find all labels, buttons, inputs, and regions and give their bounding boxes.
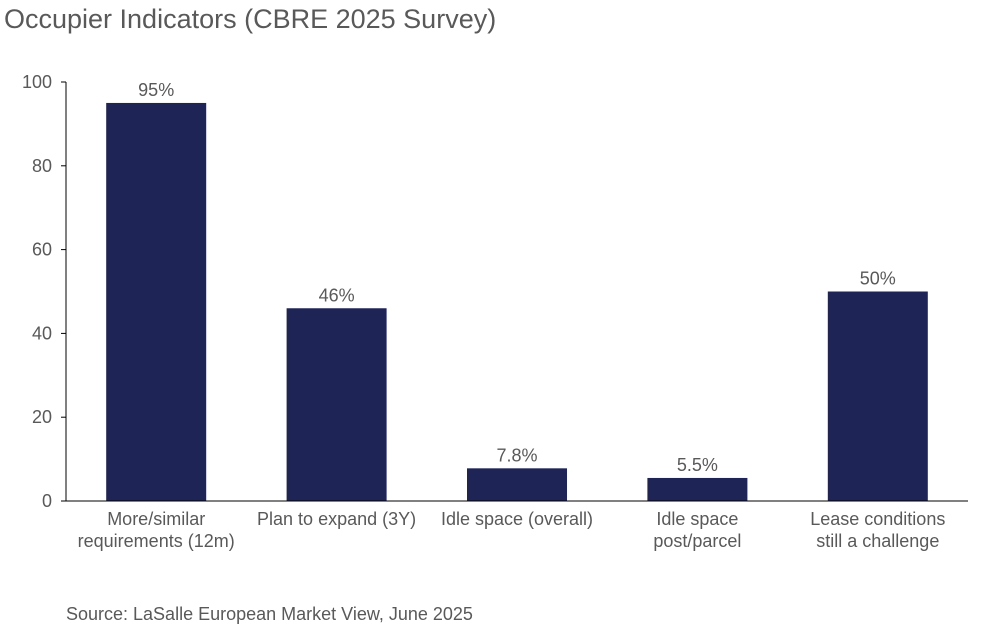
y-tick-label: 20 <box>32 407 52 427</box>
bar <box>467 468 567 501</box>
x-tick-label-line: post/parcel <box>653 531 741 551</box>
x-tick-label-line: Lease conditions <box>810 509 945 529</box>
x-tick-label: Lease conditions still a challenge <box>810 509 945 551</box>
bar <box>286 308 387 501</box>
data-label: 5.5% <box>677 455 718 475</box>
x-tick-label-line: requirements (12m) <box>78 531 235 551</box>
chart-title: Occupier Indicators (CBRE 2025 Survey) <box>4 4 497 34</box>
data-label: 7.8% <box>496 445 537 465</box>
x-tick-label: Plan to expand (3Y) <box>257 509 416 529</box>
x-tick-label: Idle space post/parcel <box>653 509 741 551</box>
y-tick-label: 60 <box>32 240 52 260</box>
y-tick-label: 0 <box>42 491 52 511</box>
data-label: 50% <box>860 269 896 289</box>
x-tick-label: Idle space (overall) <box>441 509 593 529</box>
y-tick-label: 40 <box>32 323 52 343</box>
x-tick-label-line: Plan to expand (3Y) <box>257 509 416 529</box>
y-tick-label: 80 <box>32 156 52 176</box>
source-note: Source: LaSalle European Market View, Ju… <box>66 604 473 624</box>
y-tick-label: 100 <box>22 72 52 92</box>
bar <box>827 291 928 501</box>
data-label: 95% <box>138 80 174 100</box>
bar <box>647 477 748 501</box>
x-tick-label-line: Idle space <box>656 509 738 529</box>
data-label: 46% <box>319 285 355 305</box>
bar <box>106 102 207 501</box>
x-tick-label-line: More/similar <box>107 509 205 529</box>
x-tick-label-line: Idle space (overall) <box>441 509 593 529</box>
x-tick-label: More/similar requirements (12m) <box>78 509 235 551</box>
x-tick-label-line: still a challenge <box>816 531 939 551</box>
